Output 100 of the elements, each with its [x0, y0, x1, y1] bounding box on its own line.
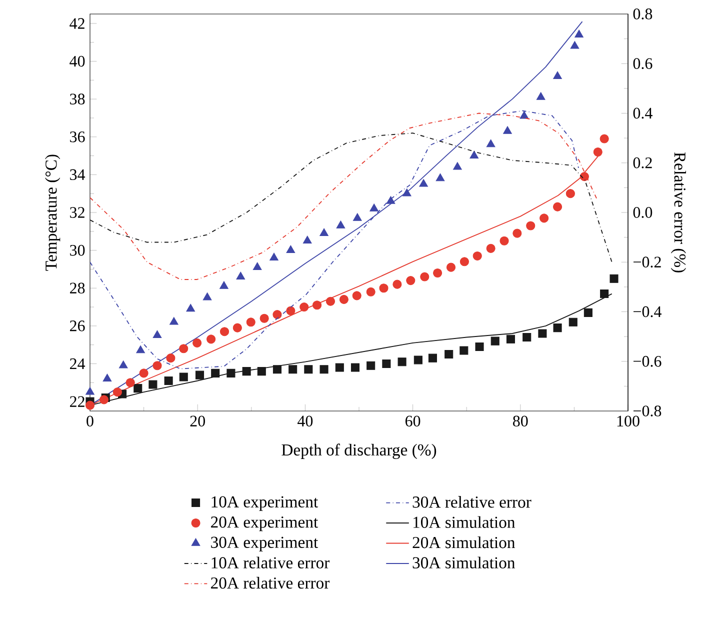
point: [566, 189, 575, 198]
point: [272, 310, 282, 320]
y-tick-label: 38: [70, 94, 85, 104]
point: [570, 41, 580, 49]
point: [179, 344, 188, 354]
point: [335, 363, 344, 372]
y-tick-label: 28: [70, 282, 85, 294]
y2-tick-label: 0.6: [633, 58, 652, 70]
legend-label: 20A simulation: [412, 536, 516, 548]
x-tick-label: 60: [405, 416, 420, 426]
point: [460, 257, 469, 266]
y-tick-label: 34: [70, 169, 86, 180]
point: [195, 370, 204, 380]
y-tick-label: 42: [70, 18, 84, 29]
point: [386, 196, 396, 204]
point: [382, 359, 391, 368]
point: [236, 272, 246, 280]
legend-label: 10A relative error: [212, 556, 330, 568]
point: [428, 354, 437, 362]
point: [419, 179, 428, 187]
point: [406, 276, 416, 286]
y2-axis-title: Relative error (%): [670, 152, 686, 272]
point: [593, 147, 602, 157]
x-tick-label: 0: [86, 416, 94, 426]
point: [366, 287, 376, 296]
x-tick-label: 80: [513, 416, 528, 426]
point: [350, 363, 360, 372]
point: [86, 387, 94, 395]
point: [148, 380, 158, 389]
point: [220, 281, 228, 289]
point: [420, 272, 430, 282]
point: [220, 327, 230, 336]
point: [134, 384, 142, 393]
y2-tick-label: 0.4: [633, 108, 652, 119]
point: [610, 274, 618, 283]
legend-label: 10A experiment: [212, 496, 318, 511]
point: [536, 92, 546, 100]
legend-label: 30A simulation: [412, 556, 516, 568]
point: [126, 378, 135, 388]
point: [112, 388, 122, 397]
point: [270, 252, 278, 261]
y-tick-label: 30: [70, 244, 85, 256]
point: [206, 334, 216, 344]
point: [102, 374, 112, 382]
point: [526, 221, 536, 230]
x-tick-label: 100: [617, 416, 640, 426]
y-tick-label: 26: [70, 320, 85, 332]
y2-tick-label: 0.8: [633, 8, 652, 20]
point: [475, 342, 484, 351]
point: [170, 317, 178, 325]
y2-tick-label: −0.2: [634, 256, 661, 268]
point: [486, 244, 496, 253]
point: [152, 361, 162, 370]
point: [286, 306, 296, 316]
y2-tick-label: 0.0: [633, 207, 652, 218]
point: [444, 350, 454, 359]
point: [500, 236, 509, 246]
point: [136, 345, 146, 354]
point: [520, 111, 529, 119]
point: [312, 300, 322, 310]
x-tick-label: 40: [298, 416, 313, 426]
point: [512, 228, 522, 238]
point: [472, 251, 482, 261]
y2-tick-label: −0.8: [634, 406, 662, 416]
y-axis-title: Temperature (°C): [45, 154, 60, 271]
y-tick-label: 24: [70, 358, 86, 370]
point: [446, 262, 456, 272]
point: [339, 294, 348, 304]
point: [166, 354, 176, 363]
point: [538, 329, 547, 338]
point: [139, 368, 148, 378]
point: [226, 368, 236, 378]
point: [366, 361, 376, 370]
point: [574, 30, 584, 38]
legend-label: 30A experiment: [211, 536, 318, 552]
y2-tick-label: −0.4: [634, 306, 662, 318]
point: [436, 173, 445, 182]
point: [286, 245, 296, 253]
point: [304, 365, 313, 374]
point: [600, 134, 609, 144]
point: [522, 333, 532, 342]
point: [490, 336, 500, 346]
x-axis-title: Depth of discharge (%): [282, 444, 436, 459]
point: [486, 139, 496, 148]
point: [336, 220, 346, 228]
point: [257, 367, 266, 376]
line-series: [90, 132, 612, 263]
point: [252, 262, 262, 270]
point: [288, 365, 298, 374]
point: [470, 150, 479, 158]
y2-tick-label: −0.6: [634, 356, 662, 367]
point: [568, 318, 578, 326]
point: [202, 292, 212, 300]
point: [398, 358, 406, 366]
point: [553, 71, 562, 80]
point: [506, 334, 515, 344]
point: [164, 376, 173, 386]
y-tick-label: 32: [70, 207, 84, 218]
point: [302, 236, 312, 244]
point: [320, 365, 328, 374]
